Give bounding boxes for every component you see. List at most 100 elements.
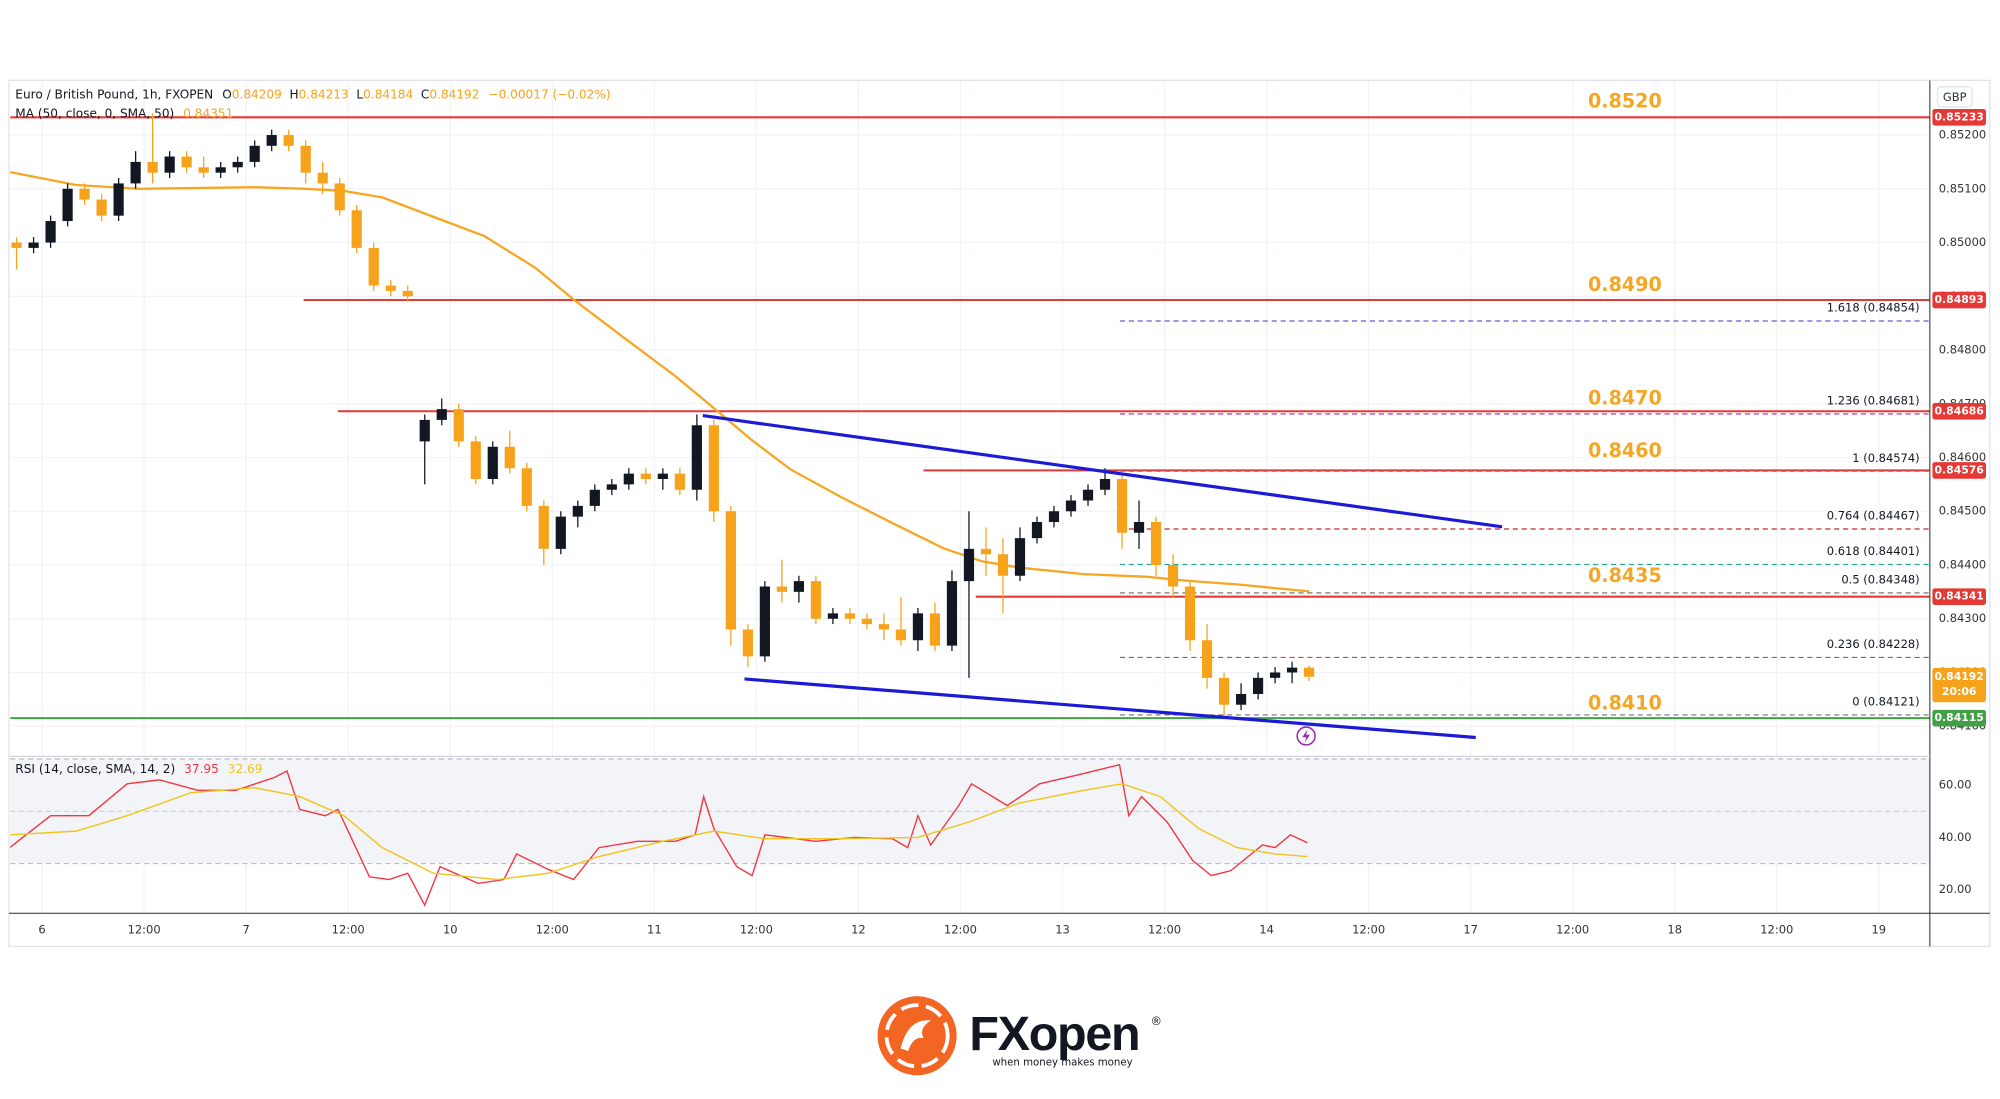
rsi-legend: RSI (14, close, SMA, 14, 2) 37.95 32.69	[15, 762, 262, 776]
fib-label: 1.618 (0.84854)	[1827, 301, 1920, 315]
level-annotation: 0.8490	[1588, 273, 1662, 296]
candle-body	[45, 221, 56, 243]
candle-body	[113, 183, 124, 216]
x-tick-label: 12:00	[944, 922, 977, 936]
ohlc-label: L	[356, 87, 363, 101]
symbol-title: Euro / British Pound, 1h, FXOPEN	[15, 87, 213, 101]
logo-name: FXopen	[969, 1007, 1139, 1061]
candle-body	[385, 285, 396, 291]
candle-body	[555, 516, 566, 549]
candle-body	[1269, 672, 1281, 678]
price-marker	[1932, 291, 1986, 309]
logo-tagline: when money makes money	[992, 1058, 1132, 1069]
candle-body	[334, 183, 345, 211]
alert-icon[interactable]	[1296, 726, 1316, 746]
ohlc-label: O	[222, 87, 232, 101]
y-tick-label: 20.00	[1939, 882, 1972, 896]
candle-body	[708, 425, 719, 512]
candle-body	[164, 156, 175, 173]
price-marker-label: 0.84576	[1935, 463, 1984, 476]
ohlc-label: C	[421, 87, 429, 101]
level-annotation: 0.8435	[1588, 564, 1662, 587]
price-marker-label: 0.84686	[1935, 404, 1984, 417]
currency-box[interactable]	[1936, 86, 1973, 108]
candle-body	[1201, 640, 1213, 678]
channel-line	[702, 414, 1503, 529]
candle-body	[283, 135, 294, 146]
candle-body	[997, 554, 1009, 576]
candle-body	[11, 242, 22, 248]
currency: GBP	[1943, 90, 1967, 104]
candle-body	[1184, 586, 1196, 641]
logo-figure	[900, 1020, 932, 1052]
candle-body	[1303, 667, 1315, 677]
candle-body	[895, 629, 907, 641]
ohlc-value: 0.84209	[232, 87, 282, 101]
candle-body	[640, 473, 651, 480]
price-marker-label: 0.85233	[1935, 110, 1984, 123]
y-tick-label: 0.85000	[1939, 235, 1986, 249]
candle-body	[572, 505, 583, 517]
x-tick-label: 19	[1872, 922, 1887, 936]
candle-body	[147, 161, 158, 173]
y-tick-label: 0.85100	[1939, 181, 1986, 195]
candle-body	[266, 135, 277, 146]
rsi-line	[10, 783, 1308, 881]
candle-body	[725, 511, 736, 630]
price-marker	[1932, 109, 1986, 126]
price-marker	[1932, 462, 1986, 479]
candle-body	[215, 167, 226, 173]
x-tick-label: 18	[1667, 922, 1682, 936]
candle-body	[844, 613, 856, 619]
ohlc-value: 0.84184	[363, 87, 413, 101]
indicator-legend: MA (50, close, 0, SMA, 50) 0.84351	[15, 106, 233, 120]
candle-body	[198, 167, 209, 173]
candle-body	[793, 581, 804, 592]
candle-body	[419, 419, 430, 442]
candle-body	[62, 188, 73, 222]
candle-body	[487, 446, 498, 480]
rsi-line	[10, 763, 1308, 907]
candle-body	[1082, 489, 1094, 501]
candle-body	[623, 473, 634, 485]
rsi-sma-value: 32.69	[228, 762, 263, 776]
candle-body	[1014, 538, 1026, 576]
candle-body	[538, 505, 549, 549]
rsi-label: RSI (14, close, SMA, 14, 2)	[15, 762, 175, 776]
fib-label: 0.236 (0.84228)	[1827, 637, 1920, 651]
y-tick-label: 0.84800	[1939, 343, 1986, 357]
candle-body	[79, 188, 90, 200]
x-tick-label: 11	[647, 922, 662, 936]
logo-registered: ®	[1151, 1014, 1162, 1028]
x-tick-label: 12:00	[740, 922, 773, 936]
x-tick-label: 12:00	[1760, 922, 1793, 936]
candle-body	[521, 468, 532, 506]
price-marker	[1932, 709, 1986, 727]
chart-legend: Euro / British Pound, 1h, FXOPEN O0.8420…	[15, 87, 610, 101]
x-tick-label: 12	[851, 922, 866, 936]
level-annotation: 0.8470	[1588, 387, 1662, 410]
indicator-label: MA (50, close, 0, SMA, 50)	[15, 106, 174, 120]
candle-body	[674, 473, 685, 490]
candle-body	[929, 613, 941, 646]
x-tick-label: 6	[38, 922, 45, 936]
candle-body	[351, 210, 362, 248]
logo: FXopen ® when money makes money	[877, 996, 1162, 1076]
candle-body	[368, 247, 379, 286]
fib-label: 0.5 (0.84348)	[1841, 573, 1919, 587]
candle-body	[1252, 677, 1264, 694]
candle-body	[1031, 522, 1043, 539]
candle-body	[1048, 511, 1060, 523]
candle-body	[402, 290, 413, 297]
candle-body	[453, 409, 464, 442]
candle-body	[946, 581, 958, 646]
candle-body	[96, 199, 107, 216]
alert-bolt	[1302, 729, 1310, 743]
candle-body	[504, 446, 515, 469]
moving-average	[10, 171, 1310, 593]
fib-label: 1.236 (0.84681)	[1827, 394, 1920, 408]
rsi-pane	[10, 758, 1930, 907]
x-tick-label: 12:00	[536, 922, 569, 936]
ohlc-value: 0.84213	[299, 87, 349, 101]
x-tick-label: 12:00	[332, 922, 365, 936]
